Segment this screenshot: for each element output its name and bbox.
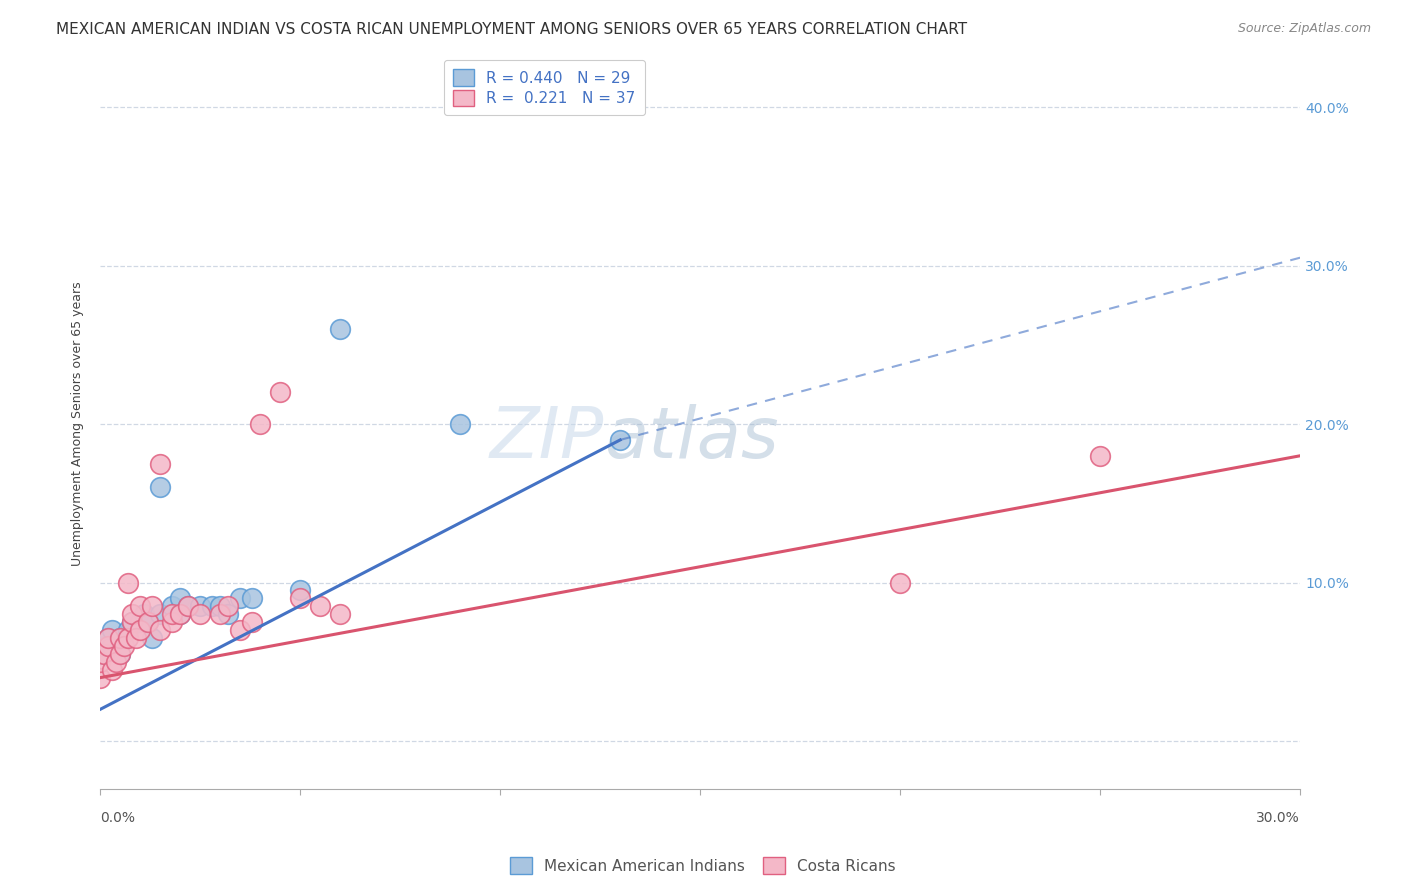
- Point: [290, 583, 312, 598]
- Point: [108, 647, 131, 661]
- Point: [89, 671, 111, 685]
- Point: [329, 322, 352, 336]
- Point: [160, 599, 183, 614]
- Point: [105, 655, 128, 669]
- Point: [149, 623, 172, 637]
- Point: [217, 599, 239, 614]
- Text: ZIP: ZIP: [489, 404, 605, 473]
- Point: [177, 599, 200, 614]
- Point: [93, 639, 115, 653]
- Point: [290, 591, 312, 606]
- Point: [240, 615, 263, 630]
- Point: [101, 639, 124, 653]
- Point: [229, 591, 252, 606]
- Point: [97, 639, 120, 653]
- Text: MEXICAN AMERICAN INDIAN VS COSTA RICAN UNEMPLOYMENT AMONG SENIORS OVER 65 YEARS : MEXICAN AMERICAN INDIAN VS COSTA RICAN U…: [56, 22, 967, 37]
- Point: [129, 623, 152, 637]
- Point: [97, 631, 120, 645]
- Point: [117, 631, 139, 645]
- Point: [97, 631, 120, 645]
- Text: 0.0%: 0.0%: [100, 811, 135, 825]
- Point: [188, 599, 211, 614]
- Point: [449, 417, 471, 431]
- Point: [117, 623, 139, 637]
- Point: [112, 639, 135, 653]
- Point: [249, 417, 271, 431]
- Point: [101, 623, 124, 637]
- Point: [269, 385, 291, 400]
- Point: [108, 631, 131, 645]
- Point: [149, 607, 172, 622]
- Point: [169, 607, 191, 622]
- Point: [177, 599, 200, 614]
- Point: [136, 615, 159, 630]
- Point: [309, 599, 332, 614]
- Point: [136, 615, 159, 630]
- Point: [108, 647, 131, 661]
- Point: [160, 615, 183, 630]
- Point: [141, 631, 163, 645]
- Point: [169, 607, 191, 622]
- Point: [121, 607, 143, 622]
- Point: [89, 647, 111, 661]
- Legend: R = 0.440   N = 29, R =  0.221   N = 37: R = 0.440 N = 29, R = 0.221 N = 37: [443, 60, 645, 115]
- Point: [89, 655, 111, 669]
- Point: [121, 615, 143, 630]
- Point: [240, 591, 263, 606]
- Point: [129, 615, 152, 630]
- Point: [188, 607, 211, 622]
- Point: [121, 615, 143, 630]
- Text: atlas: atlas: [605, 404, 779, 473]
- Point: [108, 631, 131, 645]
- Point: [134, 607, 156, 622]
- Point: [149, 480, 172, 494]
- Point: [229, 623, 252, 637]
- Point: [209, 599, 232, 614]
- Text: Source: ZipAtlas.com: Source: ZipAtlas.com: [1237, 22, 1371, 36]
- Point: [217, 607, 239, 622]
- Point: [117, 575, 139, 590]
- Point: [125, 631, 148, 645]
- Point: [209, 607, 232, 622]
- Point: [329, 607, 352, 622]
- Y-axis label: Unemployment Among Seniors over 65 years: Unemployment Among Seniors over 65 years: [72, 282, 84, 566]
- Legend: Mexican American Indians, Costa Ricans: Mexican American Indians, Costa Ricans: [505, 851, 901, 880]
- Point: [93, 647, 115, 661]
- Point: [101, 663, 124, 677]
- Point: [169, 591, 191, 606]
- Point: [889, 575, 911, 590]
- Point: [129, 599, 152, 614]
- Point: [141, 599, 163, 614]
- Point: [1088, 449, 1111, 463]
- Point: [609, 433, 631, 447]
- Point: [160, 607, 183, 622]
- Point: [149, 457, 172, 471]
- Point: [201, 599, 224, 614]
- Text: 30.0%: 30.0%: [1257, 811, 1301, 825]
